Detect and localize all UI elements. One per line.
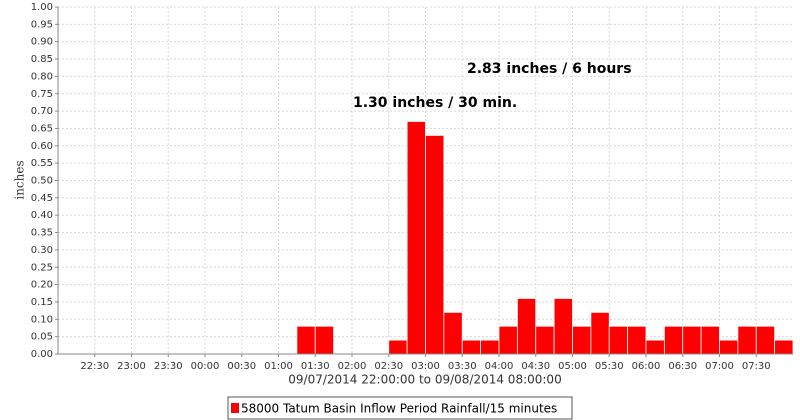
x-tick-label: 05:00 (558, 361, 587, 372)
x-tick-label: 06:30 (668, 361, 697, 372)
y-tick-label: 0.50 (31, 176, 53, 187)
y-axis-label: inches (13, 160, 27, 199)
bar (516, 298, 537, 355)
y-tick-label: 0.95 (31, 19, 53, 30)
bar (682, 325, 702, 355)
bar (572, 325, 592, 355)
bar (608, 325, 629, 355)
y-tick-label: 1.00 (31, 2, 53, 13)
y-tick-label: 0.00 (31, 349, 53, 360)
x-tick-label: 23:00 (117, 361, 146, 372)
y-tick-label: 0.65 (31, 123, 53, 134)
bar (663, 325, 684, 355)
y-tick-label: 0.45 (31, 193, 53, 204)
legend-box (227, 396, 573, 420)
bar (553, 298, 573, 355)
bar (498, 325, 518, 355)
y-tick-label: 0.05 (31, 332, 53, 343)
y-tick-label: 0.80 (31, 71, 53, 82)
x-tick-label: 02:00 (338, 361, 367, 372)
x-tick-label: 02:30 (374, 361, 403, 372)
x-tick-label: 00:00 (191, 361, 220, 372)
x-tick-label: 01:30 (301, 361, 330, 372)
y-tick-label: 0.25 (31, 262, 53, 273)
x-tick-label: 04:30 (521, 361, 550, 372)
y-tick-label: 0.70 (31, 106, 53, 117)
bar (700, 325, 720, 355)
bar (535, 325, 555, 355)
x-tick-label: 22:30 (80, 361, 109, 372)
annotation: 1.30 inches / 30 min. (353, 95, 517, 111)
bar (737, 325, 757, 355)
annotation: 2.83 inches / 6 hours (467, 61, 632, 77)
x-tick-label: 01:00 (264, 361, 293, 372)
bar (461, 339, 482, 355)
x-tick-label: 04:00 (485, 361, 514, 372)
bar (443, 311, 463, 355)
legend-swatch (231, 403, 239, 413)
x-tick-label: 03:30 (448, 361, 477, 372)
bar (645, 339, 665, 355)
x-tick-label: 06:00 (632, 361, 661, 372)
bar (755, 325, 776, 355)
y-tick-label: 0.15 (31, 297, 53, 308)
x-tick-label: 00:30 (227, 361, 256, 372)
legend-label: 58000 Tatum Basin Inflow Period Rainfall… (241, 402, 557, 416)
bar (388, 339, 408, 355)
y-tick-label: 0.75 (31, 89, 53, 100)
bar (719, 339, 739, 355)
x-tick-label: 07:30 (742, 361, 771, 372)
bar (627, 325, 647, 355)
x-tick-label: 07:00 (705, 361, 734, 372)
bar (314, 325, 335, 355)
y-tick-label: 0.85 (31, 54, 53, 65)
y-tick-label: 0.55 (31, 158, 53, 169)
y-tick-label: 0.40 (31, 210, 53, 221)
y-tick-label: 0.35 (31, 228, 53, 239)
y-tick-label: 0.30 (31, 245, 53, 256)
bar (774, 339, 794, 355)
bar (406, 121, 426, 355)
y-tick-label: 0.10 (31, 314, 53, 325)
bar (480, 339, 500, 355)
x-tick-label: 23:30 (154, 361, 183, 372)
x-axis-label: 09/07/2014 22:00:00 to 09/08/2014 08:00:… (288, 373, 561, 387)
x-tick-label: 05:30 (595, 361, 624, 372)
bar (590, 311, 610, 355)
y-tick-label: 0.60 (31, 141, 53, 152)
bar (425, 134, 445, 355)
y-tick-label: 0.90 (31, 37, 53, 48)
y-tick-label: 0.20 (31, 280, 53, 291)
x-tick-label: 03:00 (411, 361, 440, 372)
bar (296, 325, 316, 355)
